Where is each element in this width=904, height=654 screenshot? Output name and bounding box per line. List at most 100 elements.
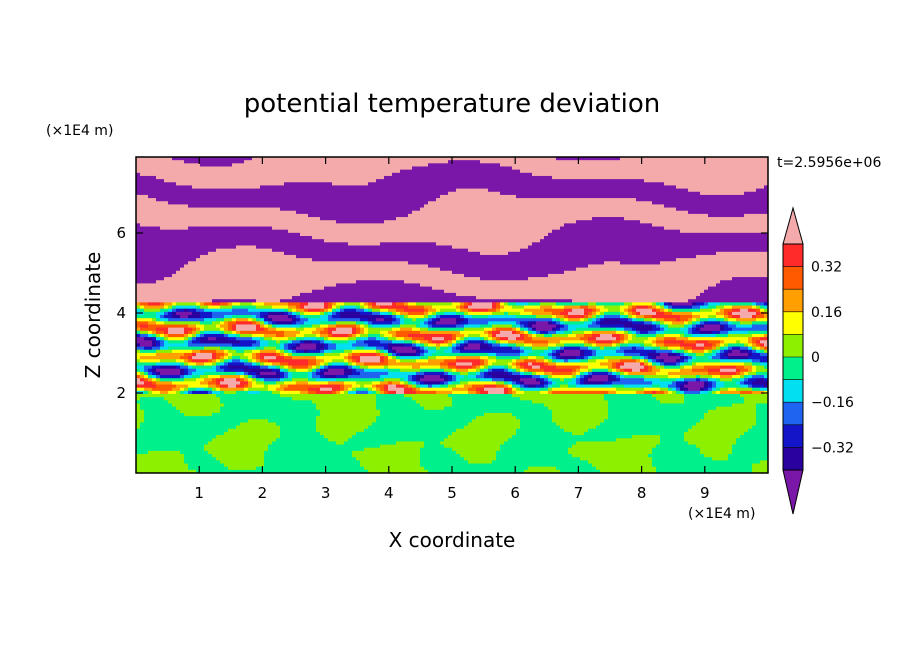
contour-cell	[400, 311, 409, 316]
contour-cell	[404, 394, 449, 398]
contour-cell	[516, 428, 565, 433]
contour-cell	[172, 157, 253, 161]
contour-cell	[256, 381, 265, 386]
contour-cell	[460, 346, 465, 351]
contour-cell	[548, 273, 768, 278]
contour-cell	[520, 352, 529, 357]
contour-cell	[136, 217, 321, 221]
contour-cell	[632, 318, 637, 322]
contour-cell	[168, 333, 185, 338]
contour-cell	[484, 327, 493, 332]
contour-cell	[216, 337, 229, 341]
contour-cell	[160, 302, 165, 307]
contour-cell	[136, 412, 145, 417]
contour-cell	[540, 378, 545, 382]
contour-cell	[156, 315, 161, 319]
contour-cell	[728, 346, 733, 351]
contour-cell	[404, 308, 425, 313]
contour-cell	[428, 201, 653, 205]
contour-cell	[156, 327, 169, 332]
contour-cell	[340, 311, 361, 316]
contour-cell	[300, 318, 309, 322]
contour-cell	[372, 305, 381, 310]
contour-cell	[176, 365, 181, 370]
contour-cell	[280, 431, 321, 436]
contour-cell	[616, 330, 625, 335]
contour-cell	[568, 315, 585, 319]
contour-cell	[620, 365, 645, 370]
contour-cell	[696, 343, 705, 348]
contour-cell	[560, 352, 581, 357]
contour-cell	[760, 387, 768, 392]
contour-cell	[136, 251, 209, 256]
contour-cell	[480, 368, 485, 373]
contour-cell	[672, 381, 677, 386]
contour-cell	[744, 375, 749, 379]
contour-cell	[168, 311, 173, 316]
contour-cell	[156, 330, 165, 335]
colorbar-bottom-extend	[782, 469, 804, 515]
contour-cell	[508, 384, 513, 389]
contour-cell	[252, 384, 265, 389]
contour-cell	[348, 333, 353, 338]
contour-cell	[160, 308, 169, 313]
contour-cell	[704, 289, 768, 294]
contour-cell	[204, 308, 233, 313]
contour-cell	[500, 308, 525, 313]
contour-cell	[456, 375, 465, 379]
contour-cell	[352, 330, 357, 335]
contour-cell	[580, 457, 653, 461]
contour-cell	[200, 375, 209, 379]
contour-cell	[308, 365, 313, 370]
contour-cell	[204, 362, 213, 367]
contour-cell	[304, 305, 325, 310]
contour-cell	[660, 302, 665, 307]
contour-cell	[704, 387, 709, 392]
contour-cell	[196, 378, 205, 382]
contour-cell	[468, 422, 521, 427]
contour-cell	[756, 378, 765, 382]
contour-cell	[248, 359, 253, 363]
contour-cell	[380, 356, 385, 360]
contour-cell	[388, 387, 405, 392]
contour-cell	[656, 302, 661, 307]
contour-cell	[316, 428, 365, 433]
contour-cell	[616, 371, 621, 376]
contour-cell	[244, 368, 273, 373]
contour-cell	[268, 321, 273, 326]
contour-cell	[668, 302, 673, 307]
contour-cell	[408, 302, 417, 307]
contour-cell	[136, 409, 145, 414]
contour-cell	[316, 419, 377, 424]
contour-cell	[588, 371, 593, 376]
contour-cell	[312, 400, 377, 405]
contour-cell	[336, 327, 353, 332]
contour-cell	[660, 400, 685, 405]
contour-plot-area	[136, 157, 768, 473]
contour-cell	[288, 375, 293, 379]
contour-cell	[152, 381, 157, 386]
contour-cell	[512, 435, 633, 439]
contour-cell	[252, 352, 257, 357]
contour-cell	[136, 400, 169, 405]
contour-cell	[136, 352, 157, 357]
contour-cell	[528, 352, 541, 357]
contour-cell	[728, 387, 737, 392]
contour-cell	[652, 308, 657, 313]
contour-cell	[616, 343, 621, 348]
contour-cell	[380, 330, 389, 335]
contour-cell	[208, 337, 217, 341]
contour-cell	[336, 321, 357, 326]
contour-cell	[708, 318, 717, 322]
contour-cell	[516, 384, 521, 389]
contour-cell	[356, 365, 361, 370]
contour-cell	[192, 375, 201, 379]
contour-cell	[252, 302, 265, 307]
contour-cell	[316, 422, 373, 427]
colorbar-segment	[783, 357, 803, 380]
contour-cell	[376, 302, 393, 307]
contour-cell	[344, 384, 353, 389]
contour-cell	[192, 311, 201, 316]
contour-cell	[696, 321, 701, 326]
contour-cell	[456, 359, 481, 363]
